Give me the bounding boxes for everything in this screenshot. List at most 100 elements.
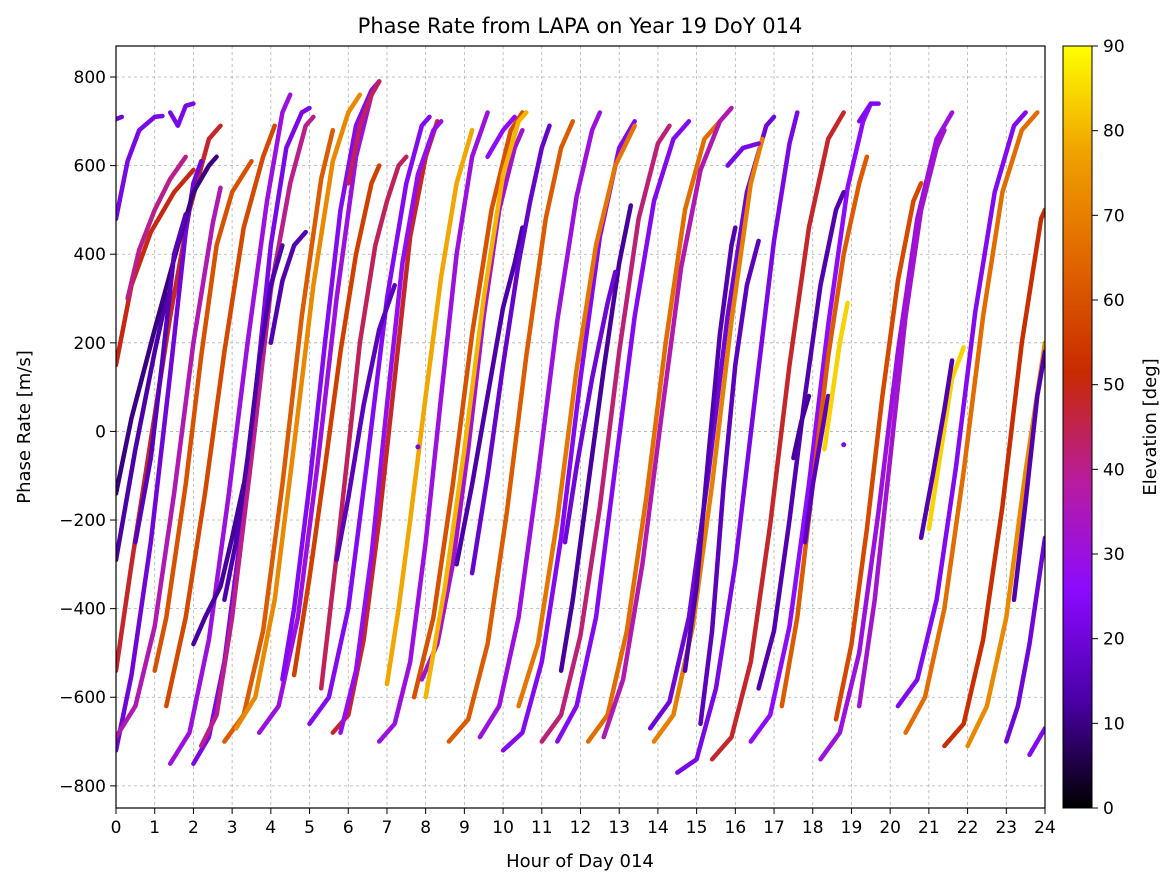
series-track-45 [647, 114, 777, 731]
colorbar-tick-label: 80 [1103, 122, 1125, 142]
series-track-62 [926, 345, 966, 532]
x-tick-label: 23 [995, 818, 1017, 838]
colorbar-ticks: 0 10 20 30 40 50 60 70 80 90 [1092, 37, 1125, 819]
colorbar-tick-label: 40 [1103, 460, 1125, 480]
series-track-67 [1011, 349, 1045, 603]
y-tick-label: 200 [74, 334, 106, 354]
x-tick-label: 5 [304, 818, 315, 838]
series-track-27 [338, 119, 444, 735]
series-track-50 [709, 110, 846, 762]
series-track-11 [133, 212, 188, 545]
data-point-0 [415, 444, 421, 450]
x-tick-label: 9 [459, 818, 470, 838]
colorbar-tick-label: 70 [1103, 206, 1125, 226]
y-tick-label: −800 [59, 777, 106, 797]
series-track-12 [167, 101, 196, 128]
series-track-38 [516, 123, 637, 709]
x-tick-label: 20 [879, 818, 901, 838]
colorbar-tick-label: 50 [1103, 376, 1125, 396]
colorbar-tick-label: 0 [1103, 799, 1114, 819]
colorbar-tick-label: 10 [1103, 714, 1125, 734]
x-axis-label: Hour of Day 014 [506, 851, 654, 872]
x-tick-label: 13 [608, 818, 630, 838]
x-axis: 0 1 2 3 4 5 6 7 8 9 10 11 12 13 14 15 16 17 18 19 20 21 22 23 24 [111, 808, 1056, 838]
x-tick-label: 1 [149, 818, 160, 838]
x-tick-label: 3 [227, 818, 238, 838]
x-tick-label: 7 [382, 818, 393, 838]
series-track-10 [167, 92, 293, 766]
series-track-71 [485, 114, 517, 160]
y-tick-label: −200 [59, 511, 106, 531]
series-track-53 [779, 154, 870, 709]
series-track-42 [562, 269, 618, 545]
series-track-46 [651, 136, 765, 744]
series-track-24 [291, 163, 382, 678]
series-track-1 [116, 113, 165, 222]
x-tick-label: 0 [111, 818, 122, 838]
x-tick-label: 14 [647, 818, 669, 838]
series-track-58 [833, 181, 924, 722]
y-axis: −800 −600 −400 −200 0 200 400 600 800 [59, 68, 116, 797]
y-tick-label: 400 [74, 245, 106, 265]
series-track-16 [191, 482, 246, 647]
series-track-18 [233, 92, 363, 731]
y-tick-label: −600 [59, 688, 106, 708]
series-track-55 [802, 393, 831, 545]
series-track-22 [307, 114, 432, 727]
series-track-25 [330, 119, 440, 735]
series-track-51 [748, 101, 874, 744]
x-tick-label: 17 [763, 818, 785, 838]
series-track-31 [419, 127, 525, 682]
series-track-0 [116, 114, 125, 122]
series-track-15 [222, 243, 285, 603]
series-track-34 [477, 110, 603, 740]
colorbar-tick-label: 90 [1103, 37, 1125, 57]
series-track-8 [152, 158, 254, 673]
series-track-64 [942, 207, 1045, 749]
series-track-61 [903, 110, 1040, 735]
colorbar: 0 10 20 30 40 50 60 70 80 90 Elevation [deg] [1062, 37, 1161, 819]
x-tick-label: 21 [918, 818, 940, 838]
series-track-39 [539, 123, 672, 744]
series-track-21 [268, 229, 308, 346]
y-tick-label: 600 [74, 157, 106, 177]
x-tick-label: 15 [686, 818, 708, 838]
data-point-1 [841, 442, 847, 448]
series-track-63 [918, 358, 955, 541]
series-track-69 [125, 154, 188, 301]
series-track-30 [411, 110, 525, 700]
series-track-49 [698, 238, 761, 727]
series-track-43 [585, 119, 723, 744]
y-axis-label: Phase Rate [m/s] [14, 350, 35, 503]
colorbar-tick-label: 60 [1103, 291, 1125, 311]
series-layer [116, 79, 1045, 775]
series-track-54 [791, 393, 812, 461]
x-tick-label: 16 [725, 818, 747, 838]
series-track-44 [601, 105, 734, 740]
x-tick-label: 22 [957, 818, 979, 838]
x-tick-label: 10 [492, 818, 514, 838]
x-tick-label: 11 [531, 818, 553, 838]
series-track-33 [446, 119, 576, 744]
series-track-2 [116, 167, 196, 368]
series-track-3 [116, 123, 223, 673]
series-track-70 [346, 79, 382, 186]
series-track-32 [423, 110, 529, 700]
series-track-36 [469, 123, 552, 576]
x-tick-label: 12 [570, 818, 592, 838]
chart-title: Phase Rate from LAPA on Year 19 DoY 014 [358, 14, 803, 38]
colorbar-tick-label: 20 [1103, 630, 1125, 650]
y-tick-label: −400 [59, 600, 106, 620]
series-track-40 [555, 119, 692, 744]
series-track-14 [198, 114, 316, 749]
series-track-4 [116, 158, 204, 753]
series-track-28 [376, 110, 490, 744]
colorbar-gradient [1062, 45, 1093, 809]
series-track-59 [856, 127, 947, 709]
x-tick-label: 8 [420, 818, 431, 838]
colorbar-tick-label: 30 [1103, 545, 1125, 565]
series-track-66 [1004, 535, 1045, 744]
series-track-68 [1027, 726, 1045, 758]
x-tick-label: 6 [343, 818, 354, 838]
